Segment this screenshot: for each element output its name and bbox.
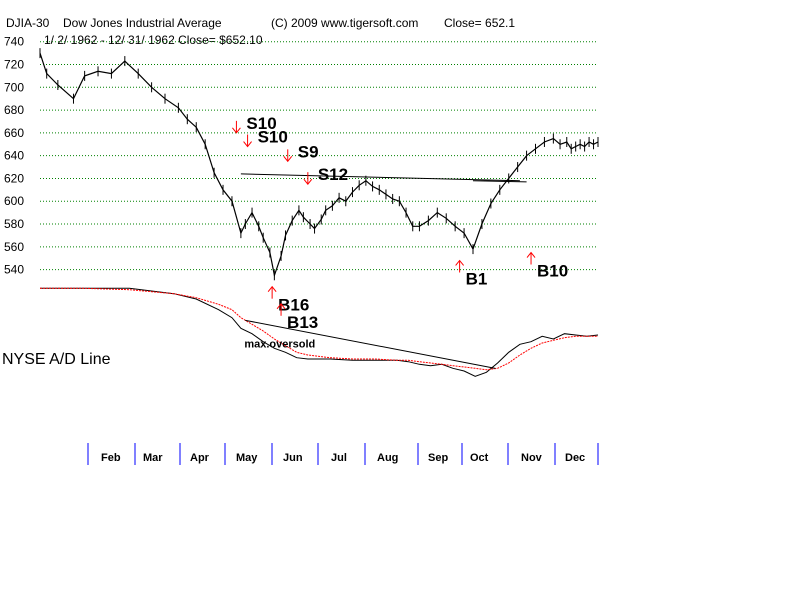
trendline <box>240 173 520 182</box>
y-axis-ticks: 740 720 700 680 660 640 620 600 580 560 540 <box>4 35 24 277</box>
month-label: Jun <box>283 452 303 464</box>
signal-label: B10 <box>537 262 568 281</box>
y-tick-label: 540 <box>4 263 24 277</box>
y-tick-label: 580 <box>4 217 24 231</box>
month-label: Aug <box>377 452 398 464</box>
month-label: Dec <box>565 452 585 464</box>
price-line <box>39 52 599 278</box>
y-tick-label: 660 <box>4 126 24 140</box>
buy-arrow-head <box>276 302 286 310</box>
ad-trendline <box>245 319 496 369</box>
signal-label: B13 <box>287 313 318 332</box>
signal-label: B1 <box>466 269 488 288</box>
month-label: Apr <box>190 452 210 464</box>
sell-arrow-head <box>232 127 241 134</box>
y-tick-label: 640 <box>4 149 24 163</box>
close-label: Close= 652.1 <box>444 16 515 30</box>
month-axis: Feb Mar Apr May Jun Jul Aug Sep Oct Nov Dec <box>87 443 599 465</box>
sell-arrow-head <box>283 156 293 163</box>
sell-arrow-head <box>243 141 252 148</box>
index-name: Dow Jones Industrial Average <box>63 16 222 30</box>
copyright-label: (C) 2009 www.tigersoft.com <box>271 16 418 30</box>
y-tick-label: 600 <box>4 194 24 208</box>
price-series <box>39 48 599 281</box>
y-tick-label: 620 <box>4 171 24 185</box>
ad-line-label: NYSE A/D Line <box>2 351 111 368</box>
ad-line <box>40 287 599 377</box>
price-grid <box>40 41 598 271</box>
y-tick-label: 720 <box>4 57 24 71</box>
date-range-label: 1/ 2/ 1962 - 12/ 31/ 1962 Close= $652.10 <box>44 33 263 47</box>
signal-b10: B10 <box>526 251 568 281</box>
signal-s12: S12 <box>303 165 348 185</box>
signal-label: S9 <box>298 142 319 161</box>
month-label: Nov <box>521 452 543 464</box>
trendline <box>472 180 527 183</box>
y-tick-label: 680 <box>4 103 24 117</box>
signal-s10: S10 <box>232 114 277 134</box>
ticker-label: DJIA-30 <box>6 16 50 30</box>
signal-b13: B13 <box>276 302 318 332</box>
buy-arrow-head <box>526 251 536 258</box>
ad-moving-average <box>40 287 598 371</box>
y-tick-label: 560 <box>4 240 24 254</box>
signal-label: S12 <box>318 165 348 184</box>
month-label: Jul <box>331 452 347 464</box>
max-oversold-label: max.oversold <box>244 339 315 351</box>
y-tick-label: 740 <box>4 35 24 49</box>
sell-arrow-head <box>303 178 313 185</box>
month-label: May <box>236 452 258 464</box>
signal-label: S10 <box>246 114 276 133</box>
signal-s9: S9 <box>283 142 319 163</box>
signal-label: B16 <box>278 296 309 315</box>
signal-b1: B1 <box>455 259 488 288</box>
signal-b16: B16 <box>267 285 309 315</box>
buy-arrow-head <box>267 285 277 293</box>
month-label: Oct <box>470 452 489 464</box>
ad-line-panel: max.oversold <box>40 287 599 377</box>
month-label: Mar <box>143 452 163 464</box>
buy-arrow-head <box>455 259 465 266</box>
signal-s10: S10 <box>243 128 288 148</box>
month-label: Feb <box>101 452 121 464</box>
y-tick-label: 700 <box>4 80 24 94</box>
trendlines <box>240 173 527 183</box>
signal-label: S10 <box>258 128 288 147</box>
month-label: Sep <box>428 452 448 464</box>
